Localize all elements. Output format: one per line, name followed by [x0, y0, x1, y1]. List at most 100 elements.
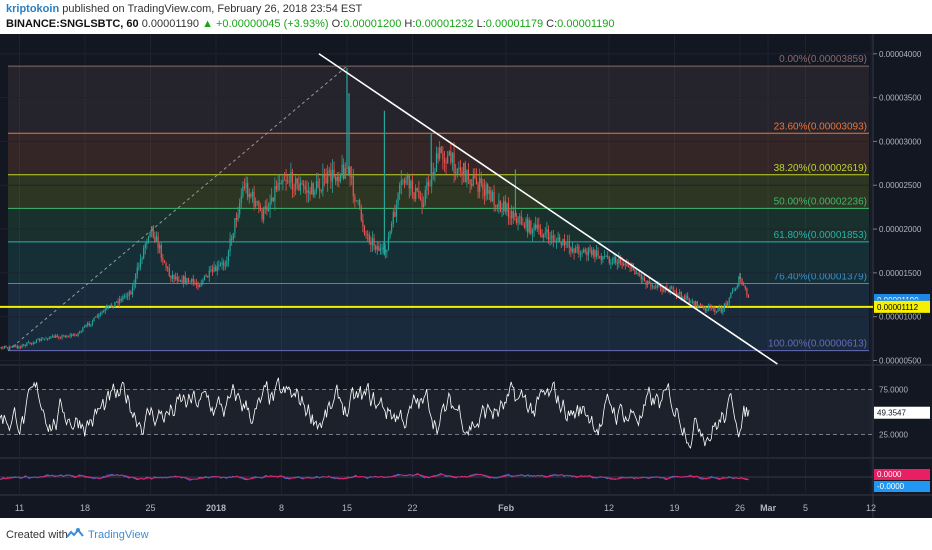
- candle-body: [351, 175, 353, 178]
- tradingview-brand[interactable]: TradingView: [88, 529, 149, 541]
- candle-body: [45, 338, 47, 340]
- candle-body: [5, 346, 7, 348]
- candle-body: [522, 224, 524, 226]
- time-tick-label: 19: [669, 503, 679, 513]
- candle-body: [31, 342, 33, 344]
- candle-body: [600, 256, 602, 261]
- candle-body: [410, 180, 412, 189]
- candle-body: [627, 265, 630, 268]
- publish-line: kriptokoin published on TradingView.com,…: [6, 3, 362, 15]
- fib-level-label: 23.60%(0.00003093): [774, 121, 867, 132]
- price-chart[interactable]: 11 18 25 2018 8 15 22 Feb 12 19 26 Mar 5 12 0.00%(0.00…: [0, 34, 932, 518]
- candle-body: [317, 180, 319, 188]
- candle-body: [48, 337, 50, 339]
- candle-body: [338, 176, 340, 182]
- candle-body: [168, 268, 170, 276]
- candle-body: [163, 260, 166, 263]
- candle-body: [93, 317, 95, 322]
- candle-body: [43, 338, 46, 340]
- candle-body: [373, 238, 375, 246]
- candle-body: [139, 259, 142, 267]
- candle-body: [699, 305, 702, 307]
- candle-body: [295, 178, 297, 191]
- candle-body: [661, 287, 663, 291]
- candle-body: [122, 296, 124, 301]
- candle-body: [560, 242, 562, 245]
- time-tick-label: 12: [604, 503, 614, 513]
- fib-level-label: 38.20%(0.00002619): [774, 163, 867, 174]
- candle-body: [114, 301, 116, 308]
- candle-body: [597, 250, 599, 256]
- candle-body: [567, 241, 569, 243]
- candle-body: [547, 229, 550, 240]
- candle-body: [671, 287, 673, 289]
- candle-body: [327, 171, 329, 184]
- fib-zone: [8, 208, 869, 242]
- candle-body: [672, 287, 674, 291]
- candle-body: [125, 295, 127, 297]
- candle-body: [218, 265, 220, 266]
- candle-body: [642, 277, 644, 280]
- candle-body: [403, 180, 406, 184]
- candle-body: [562, 239, 564, 245]
- candle-body: [256, 201, 258, 202]
- candle-body: [258, 201, 260, 208]
- candle-body: [34, 342, 36, 344]
- candle-body: [61, 335, 63, 338]
- candle-body: [498, 200, 500, 208]
- candle-body: [464, 163, 466, 183]
- time-tick-label: 25: [145, 503, 155, 513]
- candle-body: [109, 304, 111, 306]
- candle-body: [275, 186, 278, 190]
- candle-body: [618, 257, 620, 264]
- candle-body: [187, 278, 190, 282]
- candle-body: [525, 218, 527, 228]
- low-value: 0.00001179: [485, 18, 544, 30]
- candle-body: [255, 201, 257, 207]
- candle-body: [349, 167, 351, 178]
- candle-body: [594, 249, 596, 257]
- candle-body: [581, 252, 583, 254]
- candle-body: [424, 190, 426, 204]
- rsi-tick-label: 25.0000: [879, 431, 908, 440]
- candle-body: [306, 189, 308, 193]
- candle-body: [528, 220, 530, 233]
- rsi-band: [0, 389, 873, 435]
- candle-body: [253, 191, 255, 207]
- candle-body: [144, 244, 146, 248]
- author-link[interactable]: kriptokoin: [6, 3, 60, 15]
- candle-body: [653, 286, 655, 288]
- candle-body: [282, 179, 284, 184]
- candle-body: [440, 147, 442, 154]
- chart-header: kriptokoin published on TradingView.com,…: [0, 0, 932, 34]
- candle-body: [565, 242, 567, 246]
- candle-body: [474, 175, 476, 179]
- candle-body: [165, 262, 167, 268]
- candle-body: [722, 308, 724, 313]
- candle-body: [683, 297, 686, 300]
- downtrend-line[interactable]: [318, 53, 778, 365]
- candle-body: [173, 274, 175, 279]
- candle-body: [112, 306, 114, 308]
- candle-body: [389, 230, 391, 238]
- candle-body: [463, 163, 465, 175]
- candle-body: [263, 208, 265, 220]
- candle-body: [587, 248, 590, 256]
- candle-body: [290, 172, 292, 182]
- candle-body: [402, 180, 404, 182]
- macd-badge: [874, 469, 930, 480]
- candle-body: [90, 324, 92, 326]
- candle-body: [362, 219, 364, 227]
- fib-level-label: 61.80%(0.00001853): [774, 230, 867, 241]
- rsi-value-label: 49.3547: [877, 409, 906, 418]
- candle-body: [58, 337, 60, 339]
- candle-body: [512, 211, 514, 219]
- candle-body: [613, 257, 615, 263]
- chart-background: [0, 34, 932, 518]
- candle-body: [635, 273, 638, 275]
- candle-body: [707, 306, 710, 309]
- candle-body: [640, 274, 642, 280]
- candle-body: [423, 203, 425, 207]
- candle-body: [138, 266, 140, 268]
- candle-body: [231, 238, 233, 240]
